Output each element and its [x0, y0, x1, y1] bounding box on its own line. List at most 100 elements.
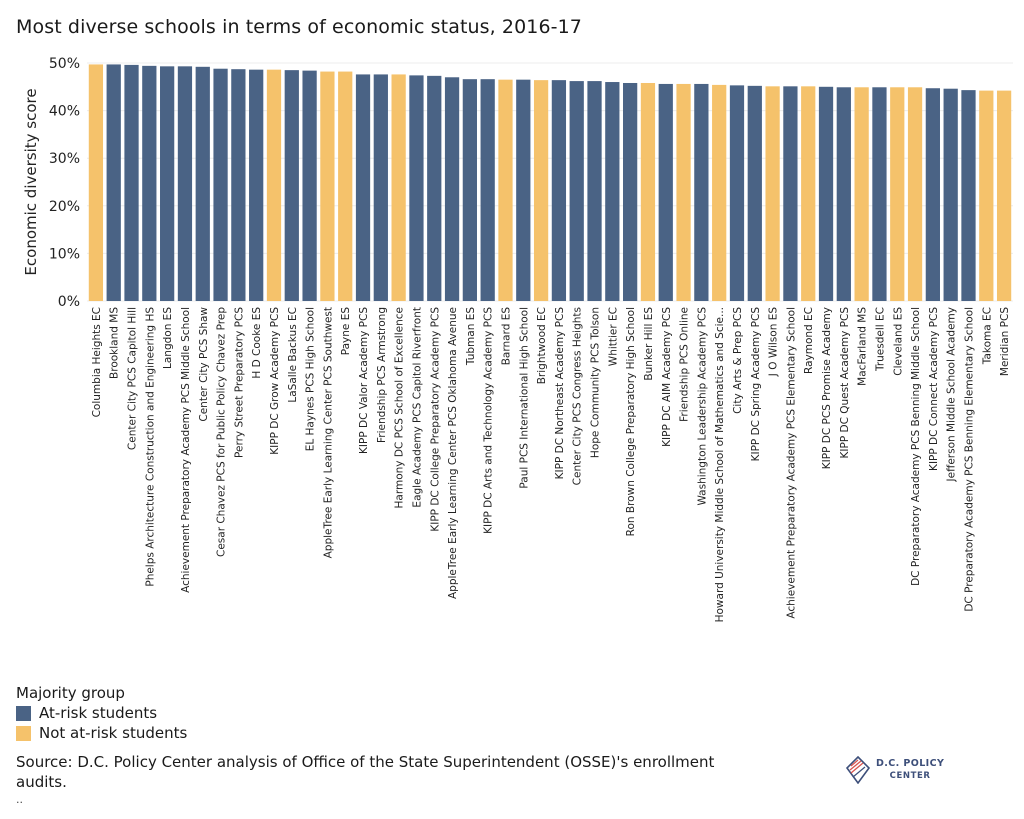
x-tick-label: Friendship PCS Armstrong [376, 307, 388, 443]
bar [996, 90, 1012, 301]
x-tick-label: Hope Community PCS Tolson [590, 307, 602, 458]
y-tick-label: 50% [49, 56, 80, 72]
y-tick-label: 10% [49, 246, 80, 262]
legend-swatch-at-risk [16, 705, 31, 721]
bar [213, 68, 228, 302]
bar [498, 79, 513, 301]
x-tick-label: City Arts & Prep PCS [732, 307, 744, 414]
x-tick-label: Center City PCS Congress Heights [572, 307, 584, 485]
bar [747, 85, 762, 301]
x-tick-label: Achievement Preparatory Academy PCS Elem… [785, 307, 797, 619]
bar [818, 86, 834, 301]
bar [551, 80, 567, 301]
x-tick-label: Takoma EC [981, 307, 993, 365]
bar [516, 79, 531, 301]
bar [712, 84, 727, 302]
bar [943, 88, 958, 301]
x-tick-label: AppleTree Early Learning Center PCS Sout… [322, 307, 334, 558]
x-tick-label: J O Wilson ES [768, 307, 780, 378]
bar [249, 69, 264, 301]
x-tick-label: Center City PCS Shaw [198, 307, 210, 422]
bar [409, 75, 424, 301]
bar [373, 74, 388, 301]
x-tick-label: LaSalle Backus EC [287, 307, 299, 403]
bar-chart: 0% 10% 20% 30% 40% 50% Economic diversity sco… [22, 56, 1013, 623]
x-tick-label: Paul PCS International High School [518, 307, 530, 489]
legend-label-not-at-risk: Not at-risk students [39, 724, 188, 742]
legend-label-at-risk: At-risk students [39, 704, 158, 722]
x-axis-ticks: Columbia Heights EC Brookland MS Center Ci… [91, 307, 1011, 623]
x-tick-label: Brookland MS [109, 307, 121, 379]
bar [587, 81, 602, 301]
x-tick-label: KIPP DC Grow Academy PCS [269, 307, 281, 455]
bar [231, 69, 246, 301]
x-tick-label: Brightwood EC [536, 307, 548, 384]
bar [658, 83, 673, 301]
x-tick-label: Perry Street Preparatory PCS [233, 307, 245, 458]
bar [266, 69, 282, 301]
legend-item-at-risk: At-risk students [16, 703, 187, 723]
bar [765, 86, 780, 301]
y-tick-label: 0% [58, 294, 80, 310]
x-tick-label: DC Preparatory Academy PCS Benning Eleme… [963, 307, 975, 612]
bar [961, 90, 976, 301]
x-tick-label: Howard University Middle School of Mathe… [714, 307, 726, 622]
x-tick-label: KIPP DC Arts and Technology Academy PCS [483, 307, 495, 534]
y-tick-label: 40% [49, 104, 80, 120]
logo-line-1: D.C. POLICY [876, 758, 945, 769]
x-tick-label: H D Cooke ES [251, 307, 263, 379]
bar [391, 74, 406, 301]
bar [640, 82, 656, 302]
x-tick-label: Friendship PCS Online [679, 307, 691, 422]
bar [836, 87, 851, 301]
bar [801, 86, 816, 301]
bar [320, 71, 335, 301]
x-tick-label: AppleTree Early Learning Center PCS Okla… [447, 307, 459, 599]
footnote: .. [16, 793, 23, 806]
x-tick-label: Washington Leadership Academy PCS [696, 307, 708, 506]
x-tick-label: Phelps Architecture Construction and Eng… [144, 307, 156, 587]
bar [427, 75, 442, 301]
bar [854, 87, 869, 301]
bar [124, 64, 139, 302]
bar [106, 64, 121, 302]
bar [925, 88, 940, 301]
logo-line-2: CENTER [889, 771, 931, 781]
bar [729, 85, 745, 302]
x-tick-label: Eagle Academy PCS Capitol Riverfront [411, 307, 423, 508]
legend: Majority group At-risk students Not at-r… [16, 683, 187, 743]
bar [979, 90, 994, 301]
x-tick-label: Cesar Chavez PCS for Public Policy Chave… [216, 307, 228, 557]
legend-item-not-at-risk: Not at-risk students [16, 723, 187, 743]
y-axis-label: Economic diversity score [22, 88, 40, 275]
bar [533, 80, 549, 301]
x-tick-label: Harmony DC PCS School of Excellence [394, 307, 406, 508]
x-tick-label: Langdon ES [162, 307, 174, 369]
x-tick-label: Cleveland ES [892, 307, 904, 376]
x-tick-label: KIPP DC AIM Academy PCS [661, 307, 673, 447]
bars [88, 64, 1012, 302]
bar [444, 77, 460, 301]
bar [890, 87, 905, 301]
x-tick-label: Meridian PCS [999, 307, 1011, 376]
x-tick-label: Tubman ES [465, 307, 477, 366]
x-tick-label: Ron Brown College Preparatory High Schoo… [625, 307, 637, 536]
source-note: Source: D.C. Policy Center analysis of O… [16, 753, 715, 791]
dc-policy-center-logo: D.C. POLICY CENTER [846, 756, 944, 784]
x-tick-label: Whittier EC [607, 307, 619, 366]
x-tick-label: EL Haynes PCS High School [305, 307, 317, 451]
x-tick-label: DC Preparatory Academy PCS Benning Middl… [910, 307, 922, 586]
x-tick-label: Raymond EC [803, 307, 815, 374]
bar [480, 79, 495, 302]
bar [355, 74, 371, 301]
x-tick-label: Bunker Hill ES [643, 307, 655, 381]
x-tick-label: KIPP DC Connect Academy PCS [928, 307, 940, 471]
x-tick-label: KIPP DC Spring Academy PCS [750, 307, 762, 462]
dc-map-icon [846, 756, 870, 784]
bar [569, 81, 584, 301]
x-tick-label: Truesdell EC [874, 307, 886, 372]
bar [907, 87, 923, 301]
x-tick-label: Barnard ES [500, 307, 512, 366]
bar [783, 86, 798, 301]
x-tick-label: KIPP DC Valor Academy PCS [358, 307, 370, 454]
